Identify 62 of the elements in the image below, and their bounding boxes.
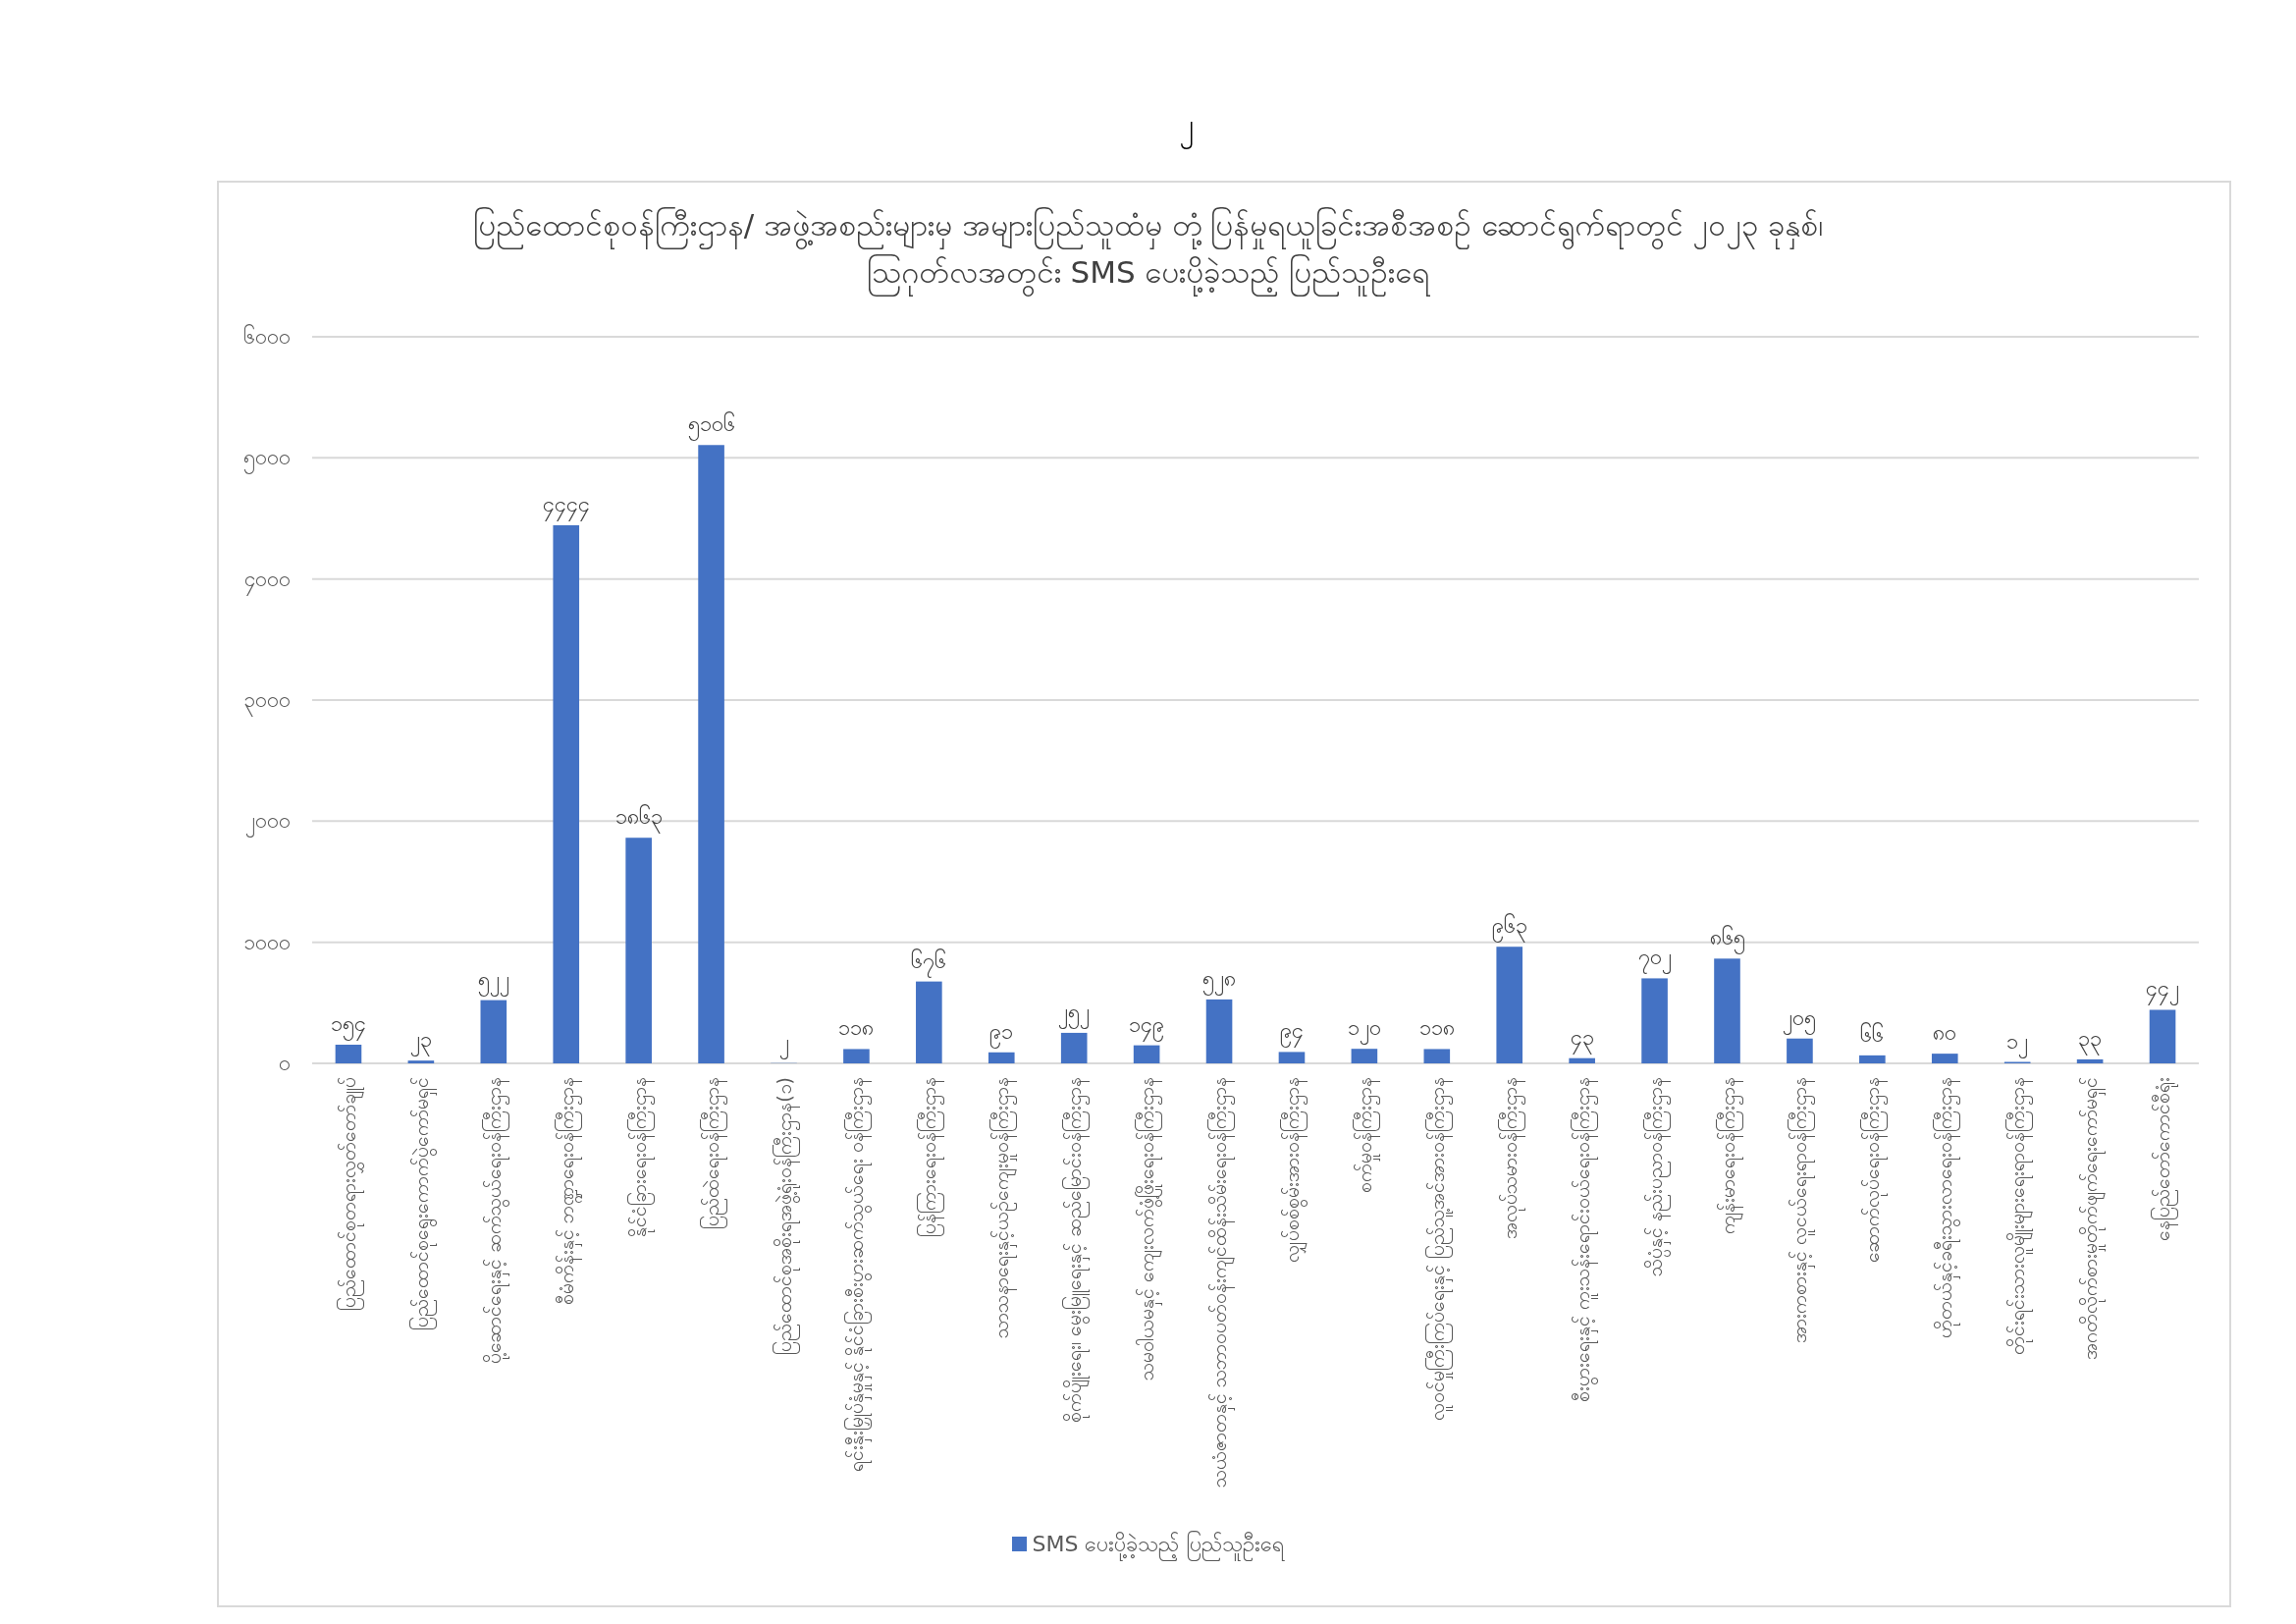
data-label: ၂၀၅ <box>1783 1004 1817 1035</box>
data-label: ၁၁၈ <box>1418 1015 1455 1041</box>
x-tick-label: စီးပွားရေးနှင့် ကူးသန်းရောင်းဝယ်ရေးဝန်ကြီးဌာန <box>1570 1077 1598 1403</box>
data-label: ၁၂ <box>2006 1028 2029 1058</box>
x-tick-label: ဆောက်လုပ်ရေးဝန်ကြီးဌာန <box>1860 1077 1889 1263</box>
data-label: ၃၃ <box>2078 1025 2103 1056</box>
y-tick-label: ၃၀၀၀ <box>243 688 291 717</box>
y-tick-label: ၅၀၀၀ <box>243 446 291 475</box>
x-tick-label: အဂတိလိုက်စားမှုတိုက်ဖျက်ရေးကော်မရှင် <box>2079 1077 2107 1360</box>
x-tick-label: ပြည်ထောင်စုရွေးကောက်ပွဲကော်မရှင် <box>408 1077 437 1330</box>
x-tick-label: ကျန်းမာရေးဝန်ကြီးဌာန <box>1715 1077 1743 1234</box>
data-label: ၄၃ <box>1570 1024 1594 1055</box>
x-tick-label: နိုင်ငံခြားရေးဝန်ကြီးဌာန <box>626 1077 655 1237</box>
legend-label: SMS ပေးပို့ခဲ့သည့် ပြည်သူဦးရေ <box>1031 1530 1285 1562</box>
x-tick-label: ပြန်ကြားရေးဝန်ကြီးဌာန <box>917 1077 945 1237</box>
x-tick-label: ရင်းနှီးမြှုပ်နှံမှုနှင့် နိုင်ငံခြားစီးပွားဆက်သွယ်ရေး ဝန်ကြီးဌာန <box>844 1077 873 1473</box>
x-tick-label: အလုပ်သမားဝန်ကြီးဌာန <box>1497 1077 1525 1239</box>
data-label: ၅၁၀၆ <box>687 411 735 442</box>
x-tick-label: လျှပ်စစ်စွမ်းအားဝန်ကြီးဌာန <box>1279 1077 1308 1263</box>
data-label: ၆၇၆ <box>911 947 947 978</box>
y-tick-label: ၂၀၀၀ <box>245 809 291 839</box>
x-tick-label: သိပ္ပံနှင့် နည်းပညာဝန်ကြီးဌာန <box>1642 1077 1671 1277</box>
data-label: ၅၂၂ <box>477 966 509 997</box>
x-tick-label: အားကစားနှင့် လူငယ်ရေးရာဝန်ကြီးဌာန <box>1788 1077 1816 1344</box>
x-tick-label: ပြည်ထောင်စုအစိုးရအဖွဲ့ရုံးဝန်ကြီးဌာန(၁) <box>772 1077 800 1355</box>
y-tick-label: ၀ <box>279 1052 291 1075</box>
x-tick-label: လူဝင်မှုကြီးကြပ်ရေးနှင့် ပြည်သူ့အင်အားဝန်ကြီးဌာန <box>1424 1077 1453 1422</box>
text: ၂ <box>1177 107 1195 150</box>
y-tick-label: ၄၀၀၀ <box>244 567 291 596</box>
x-tick-label: စီမံကိန်းနှင့် ဘဏ္ဍာရေးဝန်ကြီးဌာန <box>554 1077 582 1306</box>
data-label: ၁၈၆၃ <box>614 804 663 835</box>
x-tick-label: စိုက်ပျိုးရေး၊ မွေးမြူရေးနှင့် ဆည်မြောင်းဝန်ကြီးဌာန <box>1062 1077 1091 1424</box>
x-tick-label: နေပြည်တော်ကောင်စီရုံး <box>2151 1077 2179 1241</box>
data-label: ၁၄၉ <box>1129 1011 1165 1042</box>
x-tick-label: ပြည်ထဲရေးဝန်ကြီးဌာန <box>699 1077 727 1229</box>
x-tick-label: သမဝါယမနှင့် ကျေးလက်ဖွံ့ဖြိုးရေးဝန်ကြီးဌာန <box>1135 1077 1163 1381</box>
data-label: ၁၅၄ <box>330 1011 366 1042</box>
chart-title: ပြည်ထောင်စုဝန်ကြီးဌာန/ အဖွဲ့အစည်းများမှ အများပြည်သူထံမှ တုံ့ပြန်မှုရယူခြင်းအစီအစဉ် ဆောင်ရွက်ရာတွင် ၂၀၂၃ ခုနှစ်၊ ဩဂုတ်လအတွင်း SMS ပေးပို့ခဲ့သည့် ပြည်သူဦးရေ <box>471 206 1825 296</box>
data-label: ၂၅၂ <box>1058 999 1091 1029</box>
data-label: ၉၁ <box>989 1018 1014 1049</box>
data-label: ၂၃ <box>409 1027 432 1057</box>
y-tick-label: ၆၀၀၀ <box>243 324 291 349</box>
data-label: ၁၁၈ <box>838 1015 875 1041</box>
data-label: ၈၀ <box>1933 1020 1957 1046</box>
data-label: ၈၆၅ <box>1709 925 1745 955</box>
data-label: ၆၆ <box>1860 1021 1885 1047</box>
data-label: ၂ <box>778 1029 789 1059</box>
x-tick-label: စက်မှုဝန်ကြီးဌာန <box>1352 1077 1380 1193</box>
x-tick-label: ပြည်ထောင်စုတရားလွှတ်တော်ချုပ် <box>336 1077 364 1311</box>
data-label: ၅၂၈ <box>1202 965 1237 996</box>
data-label: ၇၀၂ <box>1637 945 1672 975</box>
data-label: ၉၄ <box>1279 1018 1304 1049</box>
data-label: ၄၄၂ <box>2146 976 2180 1006</box>
data-label: ၄၄၄၄ <box>542 491 590 521</box>
y-tick-label: ၁၀၀၀ <box>243 930 291 954</box>
x-tick-label: သာသနာရေးနှင့်ယဉ်ကျေးမှုဝန်ကြီးဌာန <box>989 1077 1018 1338</box>
x-tick-label: သယံဇာတနှင့် သဘာဝပတ်ဝန်းကျင်ထိန်းသိမ်းရေးဝန်ကြီးဌာန <box>1207 1077 1236 1489</box>
data-label: ၉၆၃ <box>1491 913 1527 944</box>
x-tick-label: တိုင်းရင်းသားလူမျိုးများရေးရာဝန်ကြီးဌာန <box>2005 1077 2034 1355</box>
x-tick-label: ဟိုတယ်နှင့်ခရီးသွားလာရေးဝန်ကြီးဌာန <box>1933 1077 1961 1338</box>
x-tick-label: ပို့ဆောင်ရေးနှင့် ဆက်သွယ်ရေးဝန်ကြီးဌာန <box>481 1077 509 1365</box>
data-label: ၁၂၀ <box>1347 1015 1381 1046</box>
